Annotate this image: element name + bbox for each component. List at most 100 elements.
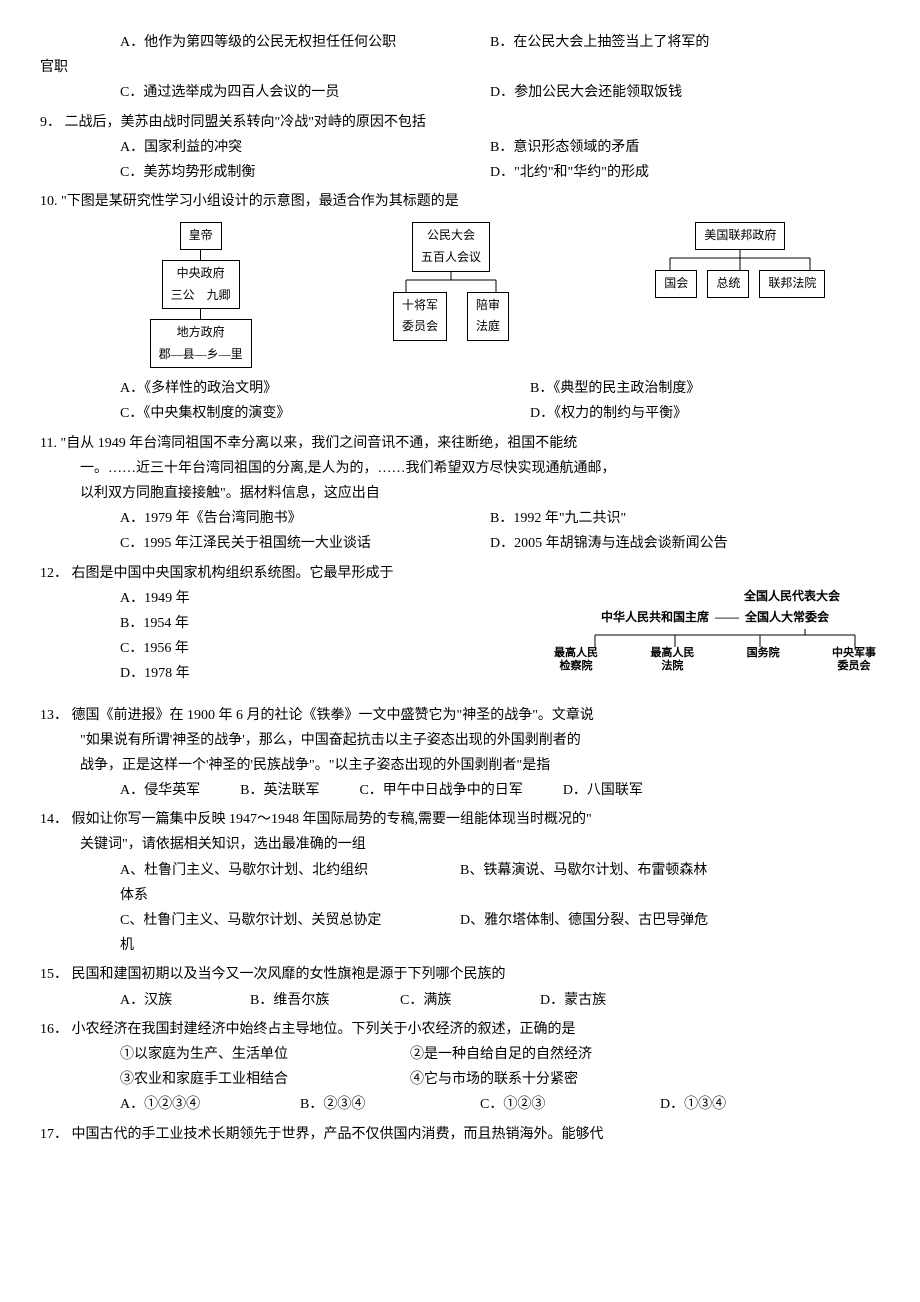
q13-opts: A．侵华英军 B．英法联军 C．甲午中日战争中的日军 D．八国联军 <box>40 778 880 803</box>
q11-text: "自从 1949 年台湾同祖国不幸分离以来，我们之间音讯不通，来往断绝，祖国不能… <box>60 436 577 451</box>
q13-num: 13． <box>40 708 68 723</box>
q10-opt-b: B．《典型的民主政治制度》 <box>530 376 880 401</box>
q14-row1: A、杜鲁门主义、马歇尔计划、北约组织 B、铁幕演说、马歇尔计划、布雷顿森林 <box>40 858 880 883</box>
q16-s2: ②是一种自给自足的自然经济 <box>410 1042 592 1067</box>
rd-connector <box>565 629 865 647</box>
q8-opt-b: B．在公民大会上抽签当上了将军的 <box>490 30 880 55</box>
rd-mid-right: 全国人大常委会 <box>745 607 829 629</box>
q14-num: 14． <box>40 812 68 827</box>
q15-text: 民国和建国初期以及当今又一次风靡的女性旗袍是源于下列哪个民族的 <box>72 967 506 982</box>
d3-connector <box>650 250 830 270</box>
d2-connector <box>381 272 521 292</box>
q11-opt-c: C．1995 年江泽民关于祖国统一大业谈话 <box>120 531 490 556</box>
q11: 11. "自从 1949 年台湾同祖国不幸分离以来，我们之间音讯不通，来往断绝，… <box>40 431 880 456</box>
rd-b2: 最高人民 法院 <box>650 647 694 673</box>
rd-bottom: 最高人民 检察院 最高人民 法院 国务院 中央军事 委员会 <box>550 647 880 673</box>
q14-text: 假如让你写一篇集中反映 1947～1948 年国际局势的专稿,需要一组能体现当时… <box>72 812 592 827</box>
d1-line1 <box>200 250 201 260</box>
q10-row1: A．《多样性的政治文明》 B．《典型的民主政治制度》 <box>40 376 880 401</box>
rd-b1: 最高人民 检察院 <box>554 647 598 673</box>
rd-top: 全国人民代表大会 <box>550 586 880 608</box>
q15-opt-a: A．汉族 <box>120 988 250 1013</box>
d2-left: 十将军 委员会 <box>393 292 447 341</box>
q16-opt-b: B．②③④ <box>300 1092 480 1117</box>
q15-opt-d: D．蒙古族 <box>540 988 606 1013</box>
q16-opt-d: D．①③④ <box>660 1092 726 1117</box>
q12-diagram: 全国人民代表大会 中华人民共和国主席 —— 全国人大常委会 最高人民 检察院 最… <box>550 586 880 674</box>
rd-mid-left: 中华人民共和国主席 <box>601 607 709 629</box>
q17-text: 中国古代的手工业技术长期领先于世界，产品不仅供国内消费，而且热销海外。能够代 <box>72 1127 604 1142</box>
q16-text: 小农经济在我国封建经济中始终占主导地位。下列关于小农经济的叙述，正确的是 <box>72 1022 576 1037</box>
q10-opt-d: D．《权力的制约与平衡》 <box>530 401 880 426</box>
q11-num: 11. <box>40 436 57 451</box>
q16-opt-c: C．①②③ <box>480 1092 660 1117</box>
d1-box3: 地方政府 郡—县—乡—里 <box>150 319 252 368</box>
d2-right: 陪审 法庭 <box>467 292 509 341</box>
q11-row2: C．1995 年江泽民关于祖国统一大业谈话 D．2005 年胡锦涛与连战会谈新闻… <box>40 531 880 556</box>
q16: 16． 小农经济在我国封建经济中始终占主导地位。下列关于小农经济的叙述，正确的是 <box>40 1017 880 1042</box>
q8-opt-c: C．通过选举成为四百人会议的一员 <box>120 80 490 105</box>
q16-opts: A．①②③④ B．②③④ C．①②③ D．①③④ <box>40 1092 880 1117</box>
q13-text: 德国《前进报》在 1900 年 6 月的社论《铁拳》一文中盛赞它为"神圣的战争"… <box>72 708 594 723</box>
q10-num: 10. <box>40 194 58 209</box>
q10-text: "下图是某研究性学习小组设计的示意图，最适合作为其标题的是 <box>61 194 459 209</box>
q9-num: 9． <box>40 115 61 130</box>
q11-opt-d: D．2005 年胡锦涛与连战会谈新闻公告 <box>490 531 880 556</box>
q16-stmts1: ①以家庭为生产、生活单位 ②是一种自给自足的自然经济 <box>40 1042 880 1067</box>
rd-mid: 中华人民共和国主席 —— 全国人大常委会 <box>550 607 880 629</box>
q16-s3: ③农业和家庭手工业相结合 <box>120 1067 410 1092</box>
diagram1: 皇帝 中央政府 三公 九卿 地方政府 郡—县—乡—里 <box>150 222 252 368</box>
d1-line2 <box>200 309 201 319</box>
q11-text2: 一。……近三十年台湾同祖国的分离,是人为的，……我们希望双方尽快实现通航通邮， <box>40 456 880 481</box>
q11-opt-a: A．1979 年《告台湾同胞书》 <box>120 506 490 531</box>
q15-opts: A．汉族 B．维吾尔族 C．满族 D．蒙古族 <box>40 988 880 1013</box>
q16-s4: ④它与市场的联系十分紧密 <box>410 1067 578 1092</box>
q9-text: 二战后，美苏由战时同盟关系转向"冷战"对峙的原因不包括 <box>65 115 426 130</box>
q9: 9． 二战后，美苏由战时同盟关系转向"冷战"对峙的原因不包括 <box>40 110 880 135</box>
q13-text3: 战争，正是这样一个'神圣的'民族战争"。"以主子姿态出现的外国剥削者"是指 <box>40 753 880 778</box>
q13: 13． 德国《前进报》在 1900 年 6 月的社论《铁拳》一文中盛赞它为"神圣… <box>40 703 880 728</box>
q15-num: 15． <box>40 967 68 982</box>
q14-opt-d: D、雅尔塔体制、德国分裂、古巴导弹危 <box>460 908 880 933</box>
diagram3: 美国联邦政府 国会 总统 联邦法院 <box>650 222 830 368</box>
q8-opt-b-cont: 官职 <box>40 55 880 80</box>
q15-opt-b: B．维吾尔族 <box>250 988 400 1013</box>
diagram2: 公民大会 五百人会议 十将军 委员会 陪审 法庭 <box>381 222 521 368</box>
q14-opt-c: C、杜鲁门主义、马歇尔计划、关贸总协定 <box>120 908 460 933</box>
rd-dash: —— <box>715 607 739 629</box>
rd-b3: 国务院 <box>747 647 780 673</box>
d3-a: 国会 <box>655 270 697 298</box>
q14-text2: 关键词"，请依据相关知识，选出最准确的一组 <box>40 832 880 857</box>
q9-row2: C．美苏均势形成制衡 D．"北约"和"华约"的形成 <box>40 160 880 185</box>
q10-opt-c: C．《中央集权制度的演变》 <box>120 401 530 426</box>
q10-diagrams: 皇帝 中央政府 三公 九卿 地方政府 郡—县—乡—里 公民大会 五百人会议 十将… <box>100 222 880 368</box>
q8-opt-d: D．参加公民大会还能领取饭钱 <box>490 80 880 105</box>
q14-opt-b-cont: 体系 <box>40 883 880 908</box>
q13-opt-b: B．英法联军 <box>240 778 319 803</box>
q12-text: 右图是中国中央国家机构组织系统图。它最早形成于 <box>72 566 394 581</box>
q17-num: 17． <box>40 1127 68 1142</box>
q9-opt-a: A．国家利益的冲突 <box>120 135 490 160</box>
q17: 17． 中国古代的手工业技术长期领先于世界，产品不仅供国内消费，而且热销海外。能… <box>40 1122 880 1147</box>
q16-stmts2: ③农业和家庭手工业相结合 ④它与市场的联系十分紧密 <box>40 1067 880 1092</box>
q11-row1: A．1979 年《告台湾同胞书》 B．1992 年"九二共识" <box>40 506 880 531</box>
d1-box1: 皇帝 <box>180 222 222 250</box>
q9-opt-b: B．意识形态领域的矛盾 <box>490 135 880 160</box>
q10-row2: C．《中央集权制度的演变》 D．《权力的制约与平衡》 <box>40 401 880 426</box>
d3-c: 联邦法院 <box>759 270 825 298</box>
d2-top: 公民大会 五百人会议 <box>412 222 490 271</box>
q14-opt-d-cont: 机 <box>40 933 880 958</box>
d3-b: 总统 <box>707 270 749 298</box>
q9-opt-c: C．美苏均势形成制衡 <box>120 160 490 185</box>
q8-opt-a: A．他作为第四等级的公民无权担任任何公职 <box>120 30 490 55</box>
q14-row2: C、杜鲁门主义、马歇尔计划、关贸总协定 D、雅尔塔体制、德国分裂、古巴导弹危 <box>40 908 880 933</box>
q11-text3: 以利双方同胞直接接触"。据材料信息，这应出自 <box>40 481 880 506</box>
q10: 10. "下图是某研究性学习小组设计的示意图，最适合作为其标题的是 <box>40 189 880 214</box>
q13-text2: "如果说有所谓'神圣的战争'，那么，中国奋起抗击以主子姿态出现的外国剥削者的 <box>40 728 880 753</box>
rd-b4: 中央军事 委员会 <box>832 647 876 673</box>
q14-opt-a: A、杜鲁门主义、马歇尔计划、北约组织 <box>120 858 460 883</box>
q11-opt-b: B．1992 年"九二共识" <box>490 506 880 531</box>
q13-opt-c: C．甲午中日战争中的日军 <box>359 778 522 803</box>
q13-opt-a: A．侵华英军 <box>120 778 200 803</box>
q13-opt-d: D．八国联军 <box>563 778 643 803</box>
